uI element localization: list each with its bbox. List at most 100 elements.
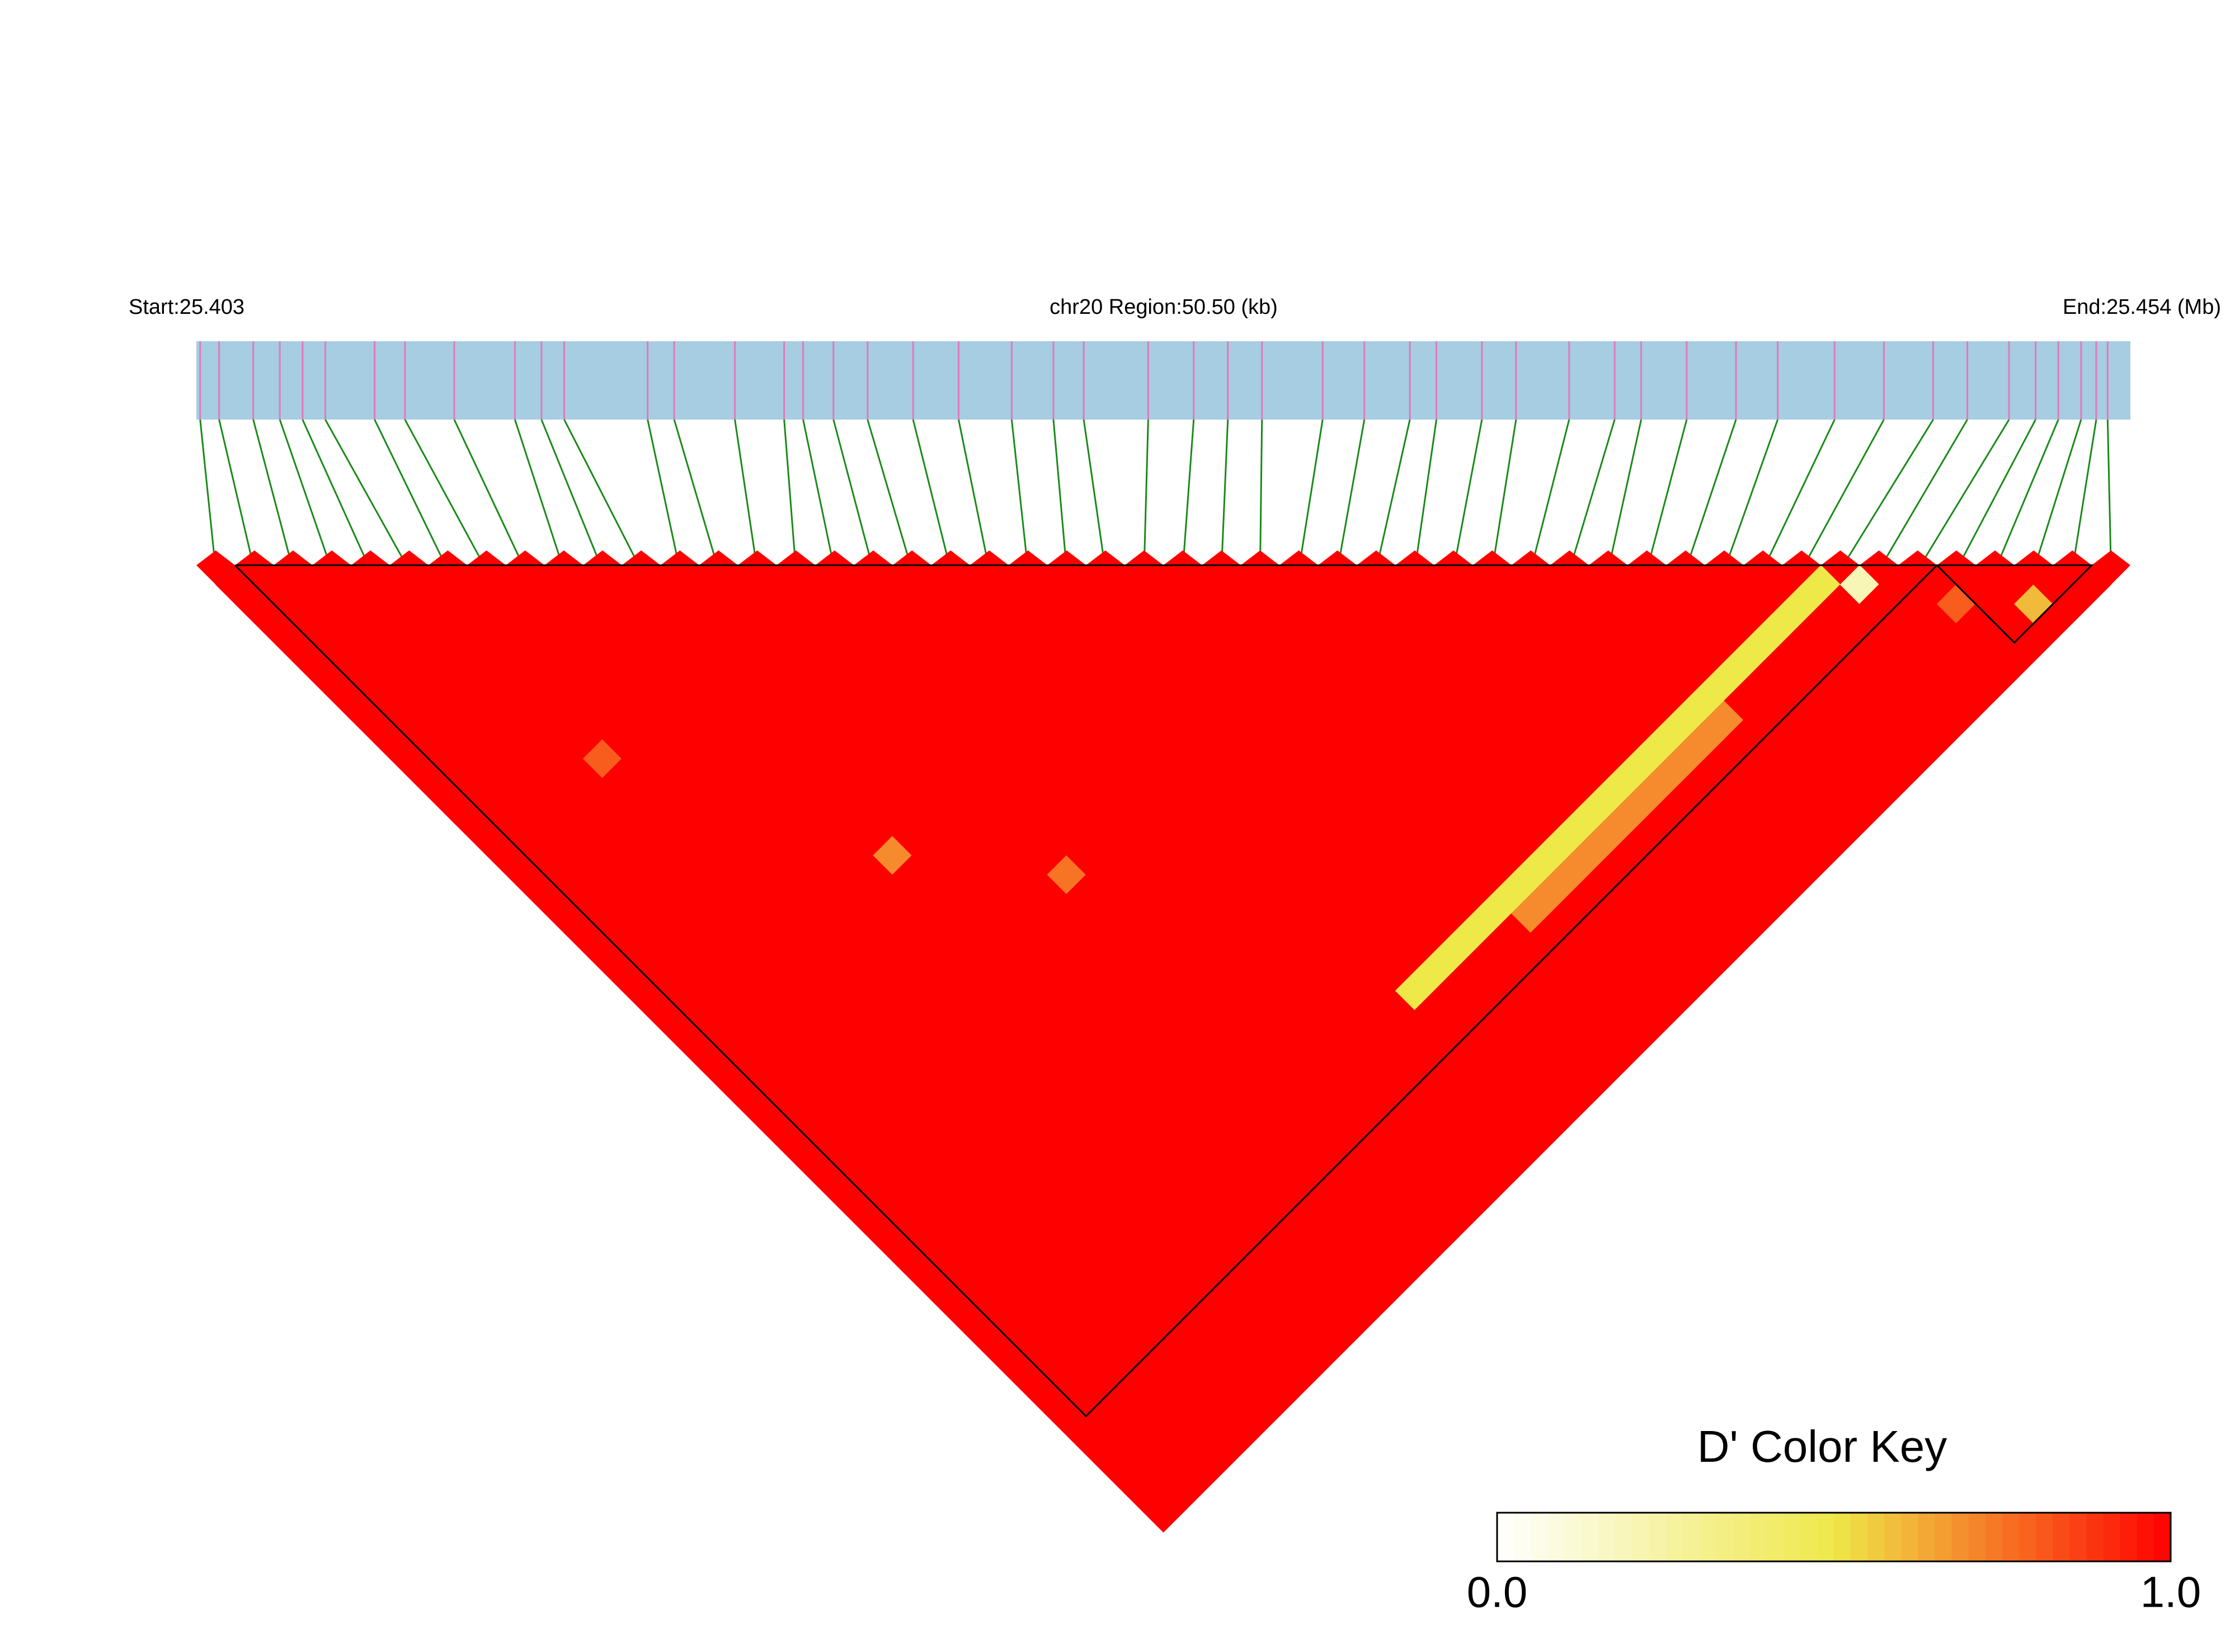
ld-cell xyxy=(1337,1184,1377,1223)
ld-cell xyxy=(815,1087,854,1127)
snp-link xyxy=(867,419,913,571)
ld-cell xyxy=(1318,1319,1357,1359)
ld-cell xyxy=(331,681,371,721)
snp-link xyxy=(1839,419,1934,571)
ld-cell xyxy=(505,584,545,624)
ld-cell xyxy=(989,1029,1029,1069)
ld-cell xyxy=(408,603,449,643)
ld-cell xyxy=(621,932,661,972)
ld-cell xyxy=(892,932,932,972)
ld-cell xyxy=(1318,893,1357,933)
snp-link xyxy=(404,419,487,571)
diagonal-cell xyxy=(1860,550,1899,585)
snp-link xyxy=(218,419,256,571)
ld-cell xyxy=(1298,874,1338,914)
ld-cell xyxy=(1105,719,1145,759)
ld-cell xyxy=(1376,874,1415,914)
ld-cell xyxy=(1066,681,1106,721)
ld-cell xyxy=(1259,1029,1300,1069)
ld-cell xyxy=(1608,797,1648,837)
ld-cell xyxy=(1318,738,1357,779)
ld-cell xyxy=(1182,1106,1222,1146)
ld-cell xyxy=(1550,738,1589,779)
ld-cell xyxy=(1124,1126,1164,1165)
ld-cell xyxy=(331,603,371,643)
ld-cell xyxy=(1259,758,1300,798)
ld-cell xyxy=(1472,700,1512,740)
ld-block xyxy=(1936,564,2094,644)
ld-cell xyxy=(931,971,971,1011)
snp-link xyxy=(514,419,565,571)
ld-cell xyxy=(718,603,758,643)
color-key-step xyxy=(1834,1513,1851,1561)
snp-link xyxy=(1762,419,1836,571)
ld-cell xyxy=(853,1203,893,1242)
ld-cell xyxy=(621,816,661,856)
diagonal-cell xyxy=(970,550,1009,585)
ld-cell xyxy=(853,816,893,856)
ld-cell xyxy=(1105,1029,1145,1069)
ld-cell xyxy=(1356,1009,1396,1049)
ld-cell xyxy=(1259,835,1300,876)
ld-cell xyxy=(1665,855,1706,895)
ld-cell xyxy=(544,584,584,624)
ld-cell xyxy=(1066,874,1106,914)
ld-cell xyxy=(970,1126,1009,1165)
ld-cell xyxy=(1395,816,1435,856)
ld-cell xyxy=(1917,719,1957,759)
ld-cell xyxy=(1685,564,1725,605)
ld-cell xyxy=(563,564,603,605)
color-key-step xyxy=(1564,1513,1582,1561)
ld-cell xyxy=(544,893,584,933)
ld-cell xyxy=(621,623,661,662)
ld-cell xyxy=(1182,1067,1222,1107)
ld-cell xyxy=(1182,1261,1222,1301)
ld-cell xyxy=(776,1087,816,1127)
key-tick-label: 1.0 xyxy=(2140,1568,2201,1617)
ld-cell xyxy=(1956,642,1996,682)
ld-cell xyxy=(853,1164,893,1204)
ld-cell xyxy=(1259,990,1300,1030)
ld-cell xyxy=(1530,952,1570,991)
ld-cell xyxy=(1395,1203,1435,1242)
color-key-step xyxy=(2002,1513,2020,1561)
ld-cell xyxy=(1027,681,1067,721)
ld-cell xyxy=(1472,893,1512,933)
snp-link xyxy=(563,419,642,571)
ld-cell xyxy=(1588,1009,1628,1049)
ld-cell xyxy=(1027,1067,1067,1107)
ld-cell xyxy=(1820,700,1860,740)
ld-cell xyxy=(1820,738,1860,779)
ld-cell xyxy=(1182,1415,1222,1456)
ld-cell xyxy=(1027,835,1067,876)
snp-link xyxy=(374,419,449,571)
ld-cell xyxy=(718,642,758,682)
ld-cell xyxy=(1124,1396,1164,1436)
ld-cell xyxy=(1472,738,1512,779)
ld-cell xyxy=(1414,874,1454,914)
ld-cell xyxy=(699,893,738,933)
ld-cell xyxy=(1511,1087,1551,1127)
ld-cell xyxy=(1027,990,1067,1030)
ld-cell xyxy=(1994,642,2034,682)
ld-cell xyxy=(1376,564,1415,605)
ld-cell xyxy=(1144,603,1183,643)
ld-cell xyxy=(1124,1241,1164,1282)
ld-cell xyxy=(1259,952,1300,991)
ld-cell xyxy=(1124,816,1164,856)
ld-cell xyxy=(1646,990,1686,1030)
ld-cell xyxy=(1318,1203,1357,1242)
ld-cell xyxy=(1395,661,1435,702)
ld-cell xyxy=(679,797,719,837)
ld-cell xyxy=(892,1087,932,1127)
snp-link xyxy=(2071,419,2097,571)
ld-cell xyxy=(699,932,738,972)
ld-cell xyxy=(1782,855,1822,895)
ld-cell xyxy=(834,952,874,991)
ld-cell xyxy=(582,893,623,933)
ld-cell xyxy=(1665,778,1706,817)
ld-cell xyxy=(718,681,758,721)
ld-cell xyxy=(1182,1184,1222,1223)
ld-cell xyxy=(1105,835,1145,876)
ld-cell xyxy=(234,584,274,624)
